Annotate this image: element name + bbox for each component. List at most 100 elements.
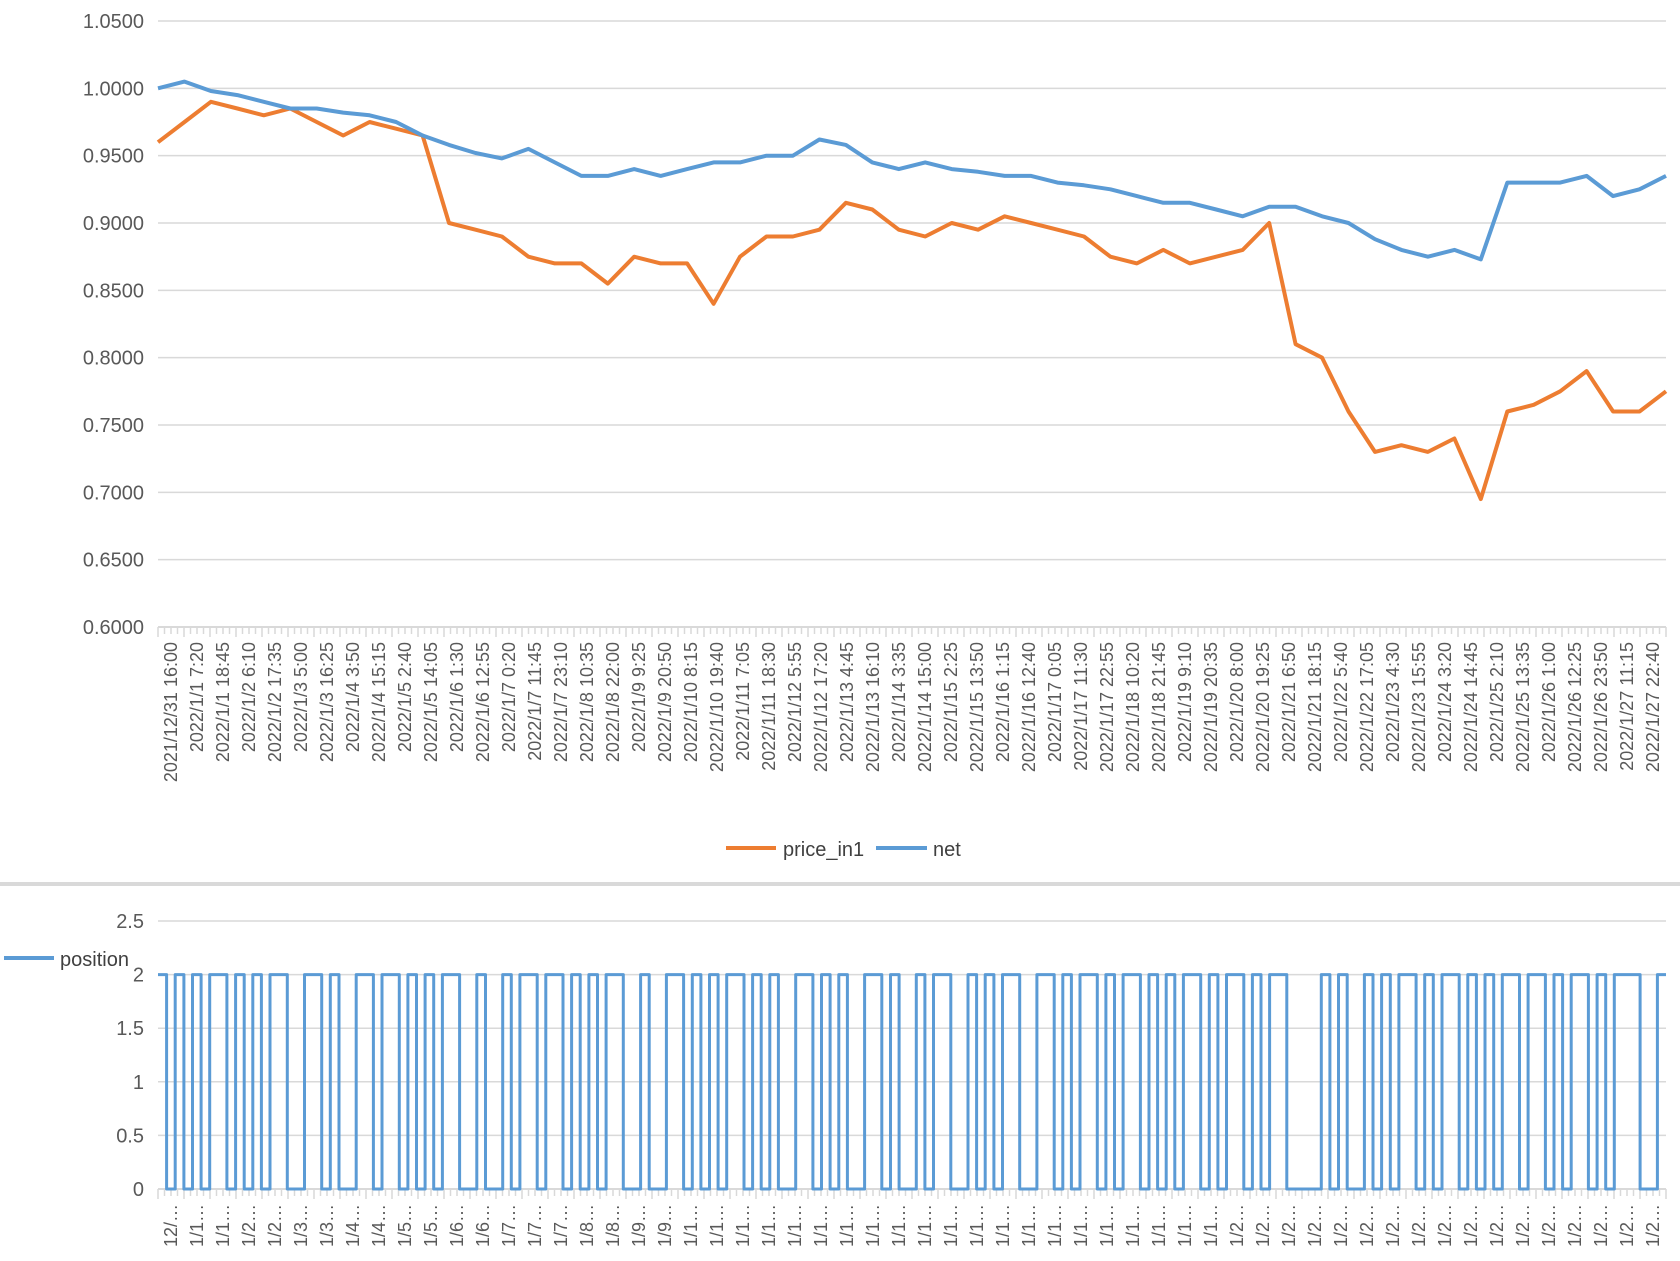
x-tick-label: 2022/1/10 19:40: [707, 642, 727, 772]
x-tick-label: 2022/1/26 12:25: [1565, 642, 1585, 772]
x-tick-label: 1/4…: [343, 1204, 363, 1247]
x-tick-label: 2022/1/16 1:15: [993, 642, 1013, 762]
x-tick-label: 2022/1/17 0:05: [1045, 642, 1065, 762]
x-tick-label: 2022/1/3 5:00: [291, 642, 311, 752]
x-tick-label: 2022/1/2 17:35: [265, 642, 285, 762]
x-tick-label: 2022/1/19 9:10: [1175, 642, 1195, 762]
x-tick-label: 2022/1/22 17:05: [1357, 642, 1377, 772]
x-tick-label: 2022/1/4 15:15: [369, 642, 389, 762]
x-tick-label: 2022/1/7 0:20: [499, 642, 519, 752]
x-tick-label: 1/8…: [577, 1204, 597, 1247]
x-tick-label: 2022/1/7 23:10: [551, 642, 571, 762]
position-legend: position: [4, 949, 129, 971]
x-tick-label: 2022/1/1 18:45: [213, 642, 233, 762]
x-tick-label: 1/6…: [473, 1204, 493, 1247]
y-tick-label: 0.8000: [83, 348, 144, 370]
legend-label-net: net: [933, 839, 961, 861]
x-tick-label: 2022/1/2 6:10: [239, 642, 259, 752]
x-tick-label: 1/2…: [1279, 1204, 1299, 1247]
x-tick-label: 1/4…: [369, 1204, 389, 1247]
x-tick-label: 2022/1/10 8:15: [681, 642, 701, 762]
x-tick-label: 2022/1/11 7:05: [733, 642, 753, 761]
y-tick-label: 2.5: [116, 911, 144, 933]
x-tick-label: 1/2…: [1591, 1204, 1611, 1247]
y-tick-label: 1.0500: [83, 11, 144, 33]
x-tick-label: 1/7…: [525, 1204, 545, 1247]
x-tick-label: 2022/1/23 15:55: [1409, 642, 1429, 772]
x-tick-label: 1/1…: [915, 1204, 935, 1247]
y-tick-label: 0.8500: [83, 280, 144, 302]
x-tick-label: 2022/1/1 7:20: [187, 642, 207, 752]
x-tick-label: 1/2…: [1357, 1204, 1377, 1247]
x-tick-label: 2022/1/9 9:25: [629, 642, 649, 752]
x-tick-label: 2022/1/8 10:35: [577, 642, 597, 762]
x-tick-label: 1/2…: [1539, 1204, 1559, 1247]
x-tick-label: 12/…: [161, 1204, 181, 1247]
x-tick-label: 1/1…: [213, 1204, 233, 1247]
x-tick-label: 1/1…: [1149, 1204, 1169, 1247]
x-tick-label: 2022/1/4 3:50: [343, 642, 363, 752]
x-tick-label: 2022/1/24 14:45: [1461, 642, 1481, 772]
x-tick-label: 2022/1/6 1:30: [447, 642, 467, 752]
x-tick-label: 2022/1/7 11:45: [525, 642, 545, 761]
x-tick-label: 1/1…: [1123, 1204, 1143, 1247]
y-tick-label: 0.9500: [83, 146, 144, 168]
x-tick-label: 2022/1/20 8:00: [1227, 642, 1247, 762]
x-tick-label: 2022/1/14 3:35: [889, 642, 909, 762]
x-tick-label: 1/1…: [889, 1204, 909, 1247]
x-tick-label: 2022/1/17 11:30: [1071, 642, 1091, 771]
x-tick-label: 1/2…: [1331, 1204, 1351, 1247]
x-tick-label: 2022/1/8 22:00: [603, 642, 623, 762]
x-tick-label: 2022/1/6 12:55: [473, 642, 493, 762]
x-tick-label: 2022/1/23 4:30: [1383, 642, 1403, 762]
x-tick-label: 1/1…: [785, 1204, 805, 1247]
x-tick-label: 1/2…: [1617, 1204, 1637, 1247]
x-tick-label: 2022/1/5 14:05: [421, 642, 441, 762]
x-tick-label: 2022/1/17 22:55: [1097, 642, 1117, 772]
y-tick-label: 0: [133, 1179, 144, 1201]
x-tick-label: 2022/1/15 2:25: [941, 642, 961, 762]
x-tick-label: 2022/1/19 20:35: [1201, 642, 1221, 772]
x-tick-label: 1/1…: [811, 1204, 831, 1247]
x-tick-label: 1/1…: [837, 1204, 857, 1247]
x-tick-label: 1/1…: [1097, 1204, 1117, 1247]
x-tick-label: 1/2…: [1565, 1204, 1585, 1247]
x-tick-label: 1/9…: [655, 1204, 675, 1247]
x-tick-label: 1/1…: [759, 1204, 779, 1247]
x-tick-label: 1/1…: [967, 1204, 987, 1247]
position-x-tick-labels: 12/…1/1…1/1…1/2…1/2…1/3…1/3…1/4…1/4…1/5……: [161, 1204, 1663, 1247]
x-tick-label: 2022/1/26 1:00: [1539, 642, 1559, 762]
x-tick-label: 2022/1/11 18:30: [759, 642, 779, 771]
x-tick-label: 1/7…: [499, 1204, 519, 1247]
price-net-gridlines: [158, 21, 1666, 560]
x-tick-label: 2022/1/21 18:15: [1305, 642, 1325, 772]
x-tick-label: 1/2…: [1227, 1204, 1247, 1247]
position-gridlines: [158, 921, 1666, 1135]
x-tick-label: 1/1…: [1019, 1204, 1039, 1247]
x-tick-label: 2022/1/15 13:50: [967, 642, 987, 772]
x-tick-label: 1/1…: [1175, 1204, 1195, 1247]
x-tick-label: 2022/1/24 3:20: [1435, 642, 1455, 762]
x-tick-label: 2022/1/27 22:40: [1643, 642, 1663, 772]
price-net-x-axis: [158, 627, 1666, 637]
x-tick-label: 1/7…: [551, 1204, 571, 1247]
y-tick-label: 1.0000: [83, 78, 144, 100]
x-tick-label: 1/2…: [1435, 1204, 1455, 1247]
legend-label-price-in1: price_in1: [783, 839, 864, 861]
x-tick-label: 1/2…: [265, 1204, 285, 1247]
x-tick-label: 2022/1/16 12:40: [1019, 642, 1039, 772]
x-tick-label: 1/2…: [239, 1204, 259, 1247]
x-tick-label: 1/1…: [1071, 1204, 1091, 1247]
x-tick-label: 2022/1/22 5:40: [1331, 642, 1351, 762]
y-tick-label: 0.7000: [83, 482, 144, 504]
x-tick-label: 1/1…: [187, 1204, 207, 1247]
y-tick-label: 0.7500: [83, 415, 144, 437]
x-tick-label: 1/3…: [291, 1204, 311, 1247]
x-tick-label: 2022/1/18 21:45: [1149, 642, 1169, 772]
x-tick-label: 1/2…: [1487, 1204, 1507, 1247]
price-net-y-tick-labels: 1.05001.00000.95000.90000.85000.80000.75…: [83, 11, 144, 639]
x-tick-label: 2022/1/14 15:00: [915, 642, 935, 772]
x-tick-label: 2022/1/5 2:40: [395, 642, 415, 752]
